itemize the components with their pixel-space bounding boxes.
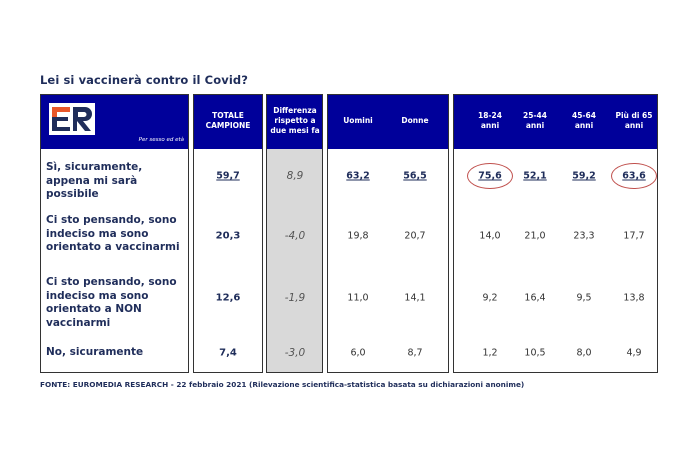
table-cell: 20,7 (404, 230, 426, 242)
table-cell: 13,8 (623, 292, 645, 304)
table-cell: 56,5 (403, 170, 427, 182)
table-cell: 16,4 (524, 292, 546, 304)
column-header: 45-64 anni (572, 111, 596, 130)
table-cell: 14,0 (479, 230, 501, 242)
table-cell: -4,0 (284, 230, 306, 242)
table-cell: 7,4 (219, 347, 237, 359)
table-cell: 23,3 (573, 230, 595, 242)
table-cell: 21,0 (524, 230, 546, 242)
highlight-circle (467, 163, 513, 189)
table-cell: 14,1 (404, 292, 426, 304)
table-cell: 59,7 (216, 170, 240, 182)
table-cell: 59,2 (572, 170, 596, 182)
chart-title: Lei si vaccinerà contro il Covid? (40, 73, 248, 87)
table-cell: 8,9 (286, 170, 304, 182)
table-cell: 52,1 (523, 170, 547, 182)
euromedia-logo (49, 103, 95, 135)
column-header: 25-44 anni (523, 111, 547, 130)
column-header: Uomini (343, 116, 373, 125)
highlight-circle (611, 163, 657, 189)
age-panel (453, 94, 658, 373)
row-label: Sì, sicuramente, appena mi sarà possibil… (46, 161, 143, 200)
table-cell: -1,9 (284, 292, 306, 304)
label-panel: Per sesso ed età (40, 94, 189, 373)
table-cell: -3,0 (284, 347, 306, 359)
table-cell: 4,9 (626, 347, 642, 359)
label-header: Per sesso ed età (41, 95, 188, 149)
row-label: No, sicuramente (46, 346, 144, 358)
table-cell: 19,8 (347, 230, 369, 242)
column-header: Più di 65 anni (615, 111, 653, 130)
total-panel (193, 94, 263, 373)
table-cell: 9,2 (482, 292, 498, 304)
table-cell: 11,0 (347, 292, 369, 304)
gender-panel (327, 94, 449, 373)
table-cell: 12,6 (215, 292, 241, 304)
table-cell: 8,0 (576, 347, 592, 359)
column-header: TOTALE CAMPIONE (205, 111, 251, 130)
column-header: Differenza rispetto a due mesi fa (270, 106, 320, 135)
table-cell: 1,2 (482, 347, 498, 359)
table-cell: 10,5 (524, 347, 546, 359)
table-cell: 6,0 (350, 347, 366, 359)
row-label: Ci sto pensando, sono indeciso ma sono o… (46, 214, 180, 253)
table-cell: 63,2 (346, 170, 370, 182)
table-cell: 8,7 (407, 347, 423, 359)
table-cell: 17,7 (623, 230, 645, 242)
column-header: 18-24 anni (478, 111, 502, 130)
row-label: Ci sto pensando, sono indeciso ma sono o… (46, 276, 177, 329)
diff-panel (266, 94, 323, 373)
column-header: Donne (401, 116, 429, 125)
table-cell: 20,3 (215, 230, 241, 242)
source-footer: FONTE: EUROMEDIA RESEARCH - 22 febbraio … (40, 380, 525, 389)
table-cell: 9,5 (576, 292, 592, 304)
header-subtitle: Per sesso ed età (138, 137, 184, 143)
